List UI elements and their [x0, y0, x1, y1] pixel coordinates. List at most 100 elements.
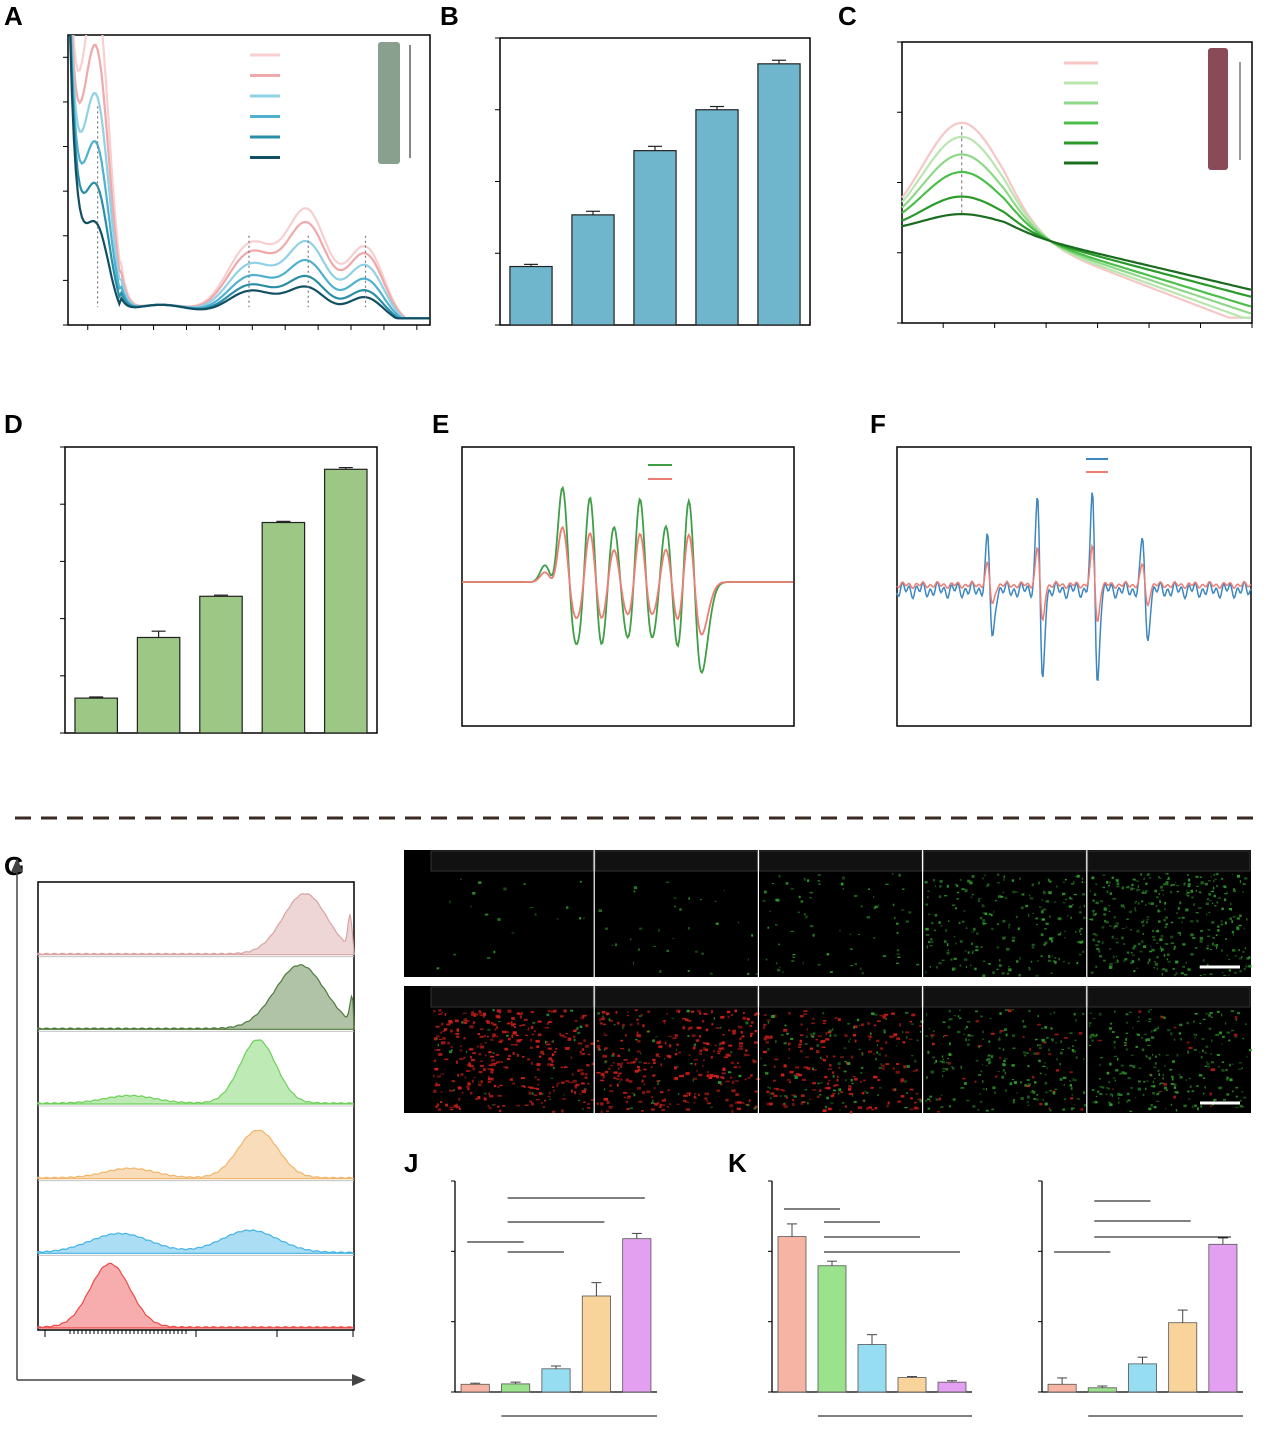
- red-signal: [911, 1013, 916, 1017]
- red-signal: [653, 1061, 656, 1064]
- green-signal: [1233, 972, 1237, 974]
- red-signal: [440, 1031, 443, 1034]
- red-signal: [887, 1101, 890, 1105]
- green-signal: [1102, 874, 1106, 876]
- green-signal: [1185, 1079, 1187, 1082]
- green-signal: [1157, 1091, 1161, 1093]
- green-signal: [579, 917, 582, 920]
- green-signal: [925, 971, 927, 974]
- red-signal: [730, 1061, 735, 1064]
- green-signal: [1051, 1038, 1054, 1041]
- green-signal: [938, 961, 942, 965]
- red-signal: [490, 1055, 495, 1058]
- green-signal: [963, 910, 966, 912]
- red-signal: [586, 1064, 590, 1067]
- green-signal: [1074, 931, 1077, 933]
- green-signal: [663, 1057, 666, 1060]
- green-signal: [1195, 885, 1200, 888]
- green-signal: [553, 1066, 555, 1070]
- green-signal: [935, 885, 937, 888]
- green-signal: [1238, 1062, 1242, 1064]
- green-signal: [1125, 1037, 1127, 1041]
- green-signal: [1116, 959, 1118, 962]
- green-signal: [598, 909, 602, 913]
- chart-a-uv-abts: [63, 34, 431, 330]
- red-signal: [788, 1012, 791, 1015]
- green-signal: [1214, 1034, 1216, 1036]
- red-signal: [932, 1042, 935, 1046]
- green-signal: [1115, 1036, 1119, 1039]
- red-signal: [811, 1089, 817, 1091]
- green-signal: [1209, 1012, 1213, 1014]
- green-signal: [1192, 903, 1196, 906]
- green-signal: [1170, 891, 1172, 894]
- green-signal: [1149, 1009, 1153, 1011]
- green-signal: [1228, 974, 1230, 976]
- red-signal: [608, 1105, 613, 1109]
- green-signal: [1223, 885, 1227, 889]
- green-signal: [927, 1050, 930, 1054]
- red-signal: [797, 1074, 803, 1077]
- red-signal: [637, 1068, 641, 1072]
- red-signal: [546, 1041, 548, 1043]
- panel-label-j: J: [404, 1148, 418, 1178]
- red-signal: [710, 1010, 714, 1014]
- green-signal: [1136, 888, 1139, 892]
- green-signal: [959, 879, 962, 881]
- chart-e-epr-superoxide: [461, 446, 795, 727]
- red-signal: [511, 1034, 514, 1038]
- red-signal: [822, 1022, 826, 1025]
- green-signal: [1082, 893, 1086, 896]
- green-signal: [994, 899, 998, 902]
- green-signal: [1158, 910, 1161, 913]
- green-signal: [1149, 1074, 1153, 1077]
- green-signal: [1079, 906, 1081, 908]
- green-signal: [1144, 891, 1147, 894]
- green-signal: [860, 1066, 864, 1069]
- green-signal: [1062, 1108, 1066, 1111]
- green-signal: [950, 958, 953, 961]
- green-signal: [916, 1039, 918, 1041]
- red-signal: [435, 1025, 440, 1028]
- green-signal: [1148, 902, 1150, 905]
- green-signal: [1033, 1052, 1037, 1055]
- green-signal: [1228, 1039, 1230, 1042]
- red-signal: [536, 1088, 540, 1091]
- green-signal: [1006, 972, 1009, 975]
- green-signal: [1002, 938, 1005, 941]
- red-signal: [579, 1068, 584, 1072]
- green-signal: [1204, 1051, 1207, 1054]
- green-signal: [971, 875, 975, 878]
- red-signal: [838, 1066, 841, 1069]
- red-signal: [444, 1058, 449, 1061]
- green-signal: [1027, 1083, 1032, 1087]
- green-signal: [1057, 917, 1061, 920]
- green-signal: [896, 962, 899, 965]
- green-signal: [950, 1066, 953, 1068]
- green-signal: [1246, 1055, 1248, 1058]
- red-signal: [512, 1032, 516, 1035]
- green-signal: [875, 1057, 877, 1061]
- green-signal: [1198, 1074, 1203, 1077]
- red-signal: [798, 1043, 802, 1046]
- red-signal: [900, 1094, 905, 1098]
- red-signal: [763, 1037, 767, 1041]
- green-signal: [1030, 960, 1033, 963]
- green-signal: [1012, 1047, 1016, 1050]
- green-signal: [1058, 957, 1060, 961]
- red-signal: [612, 1062, 615, 1064]
- green-signal: [747, 958, 749, 961]
- red-signal: [436, 1103, 440, 1107]
- red-signal: [507, 1009, 512, 1013]
- green-signal: [997, 873, 1000, 876]
- bar: [1168, 1322, 1198, 1393]
- red-signal: [563, 1009, 567, 1013]
- green-signal: [613, 1023, 616, 1026]
- red-signal: [459, 1057, 464, 1060]
- green-signal: [1113, 1040, 1116, 1044]
- green-signal: [971, 942, 973, 946]
- green-signal: [1045, 922, 1049, 925]
- red-signal: [783, 1028, 788, 1032]
- red-signal: [497, 1106, 500, 1108]
- green-signal: [628, 1048, 630, 1052]
